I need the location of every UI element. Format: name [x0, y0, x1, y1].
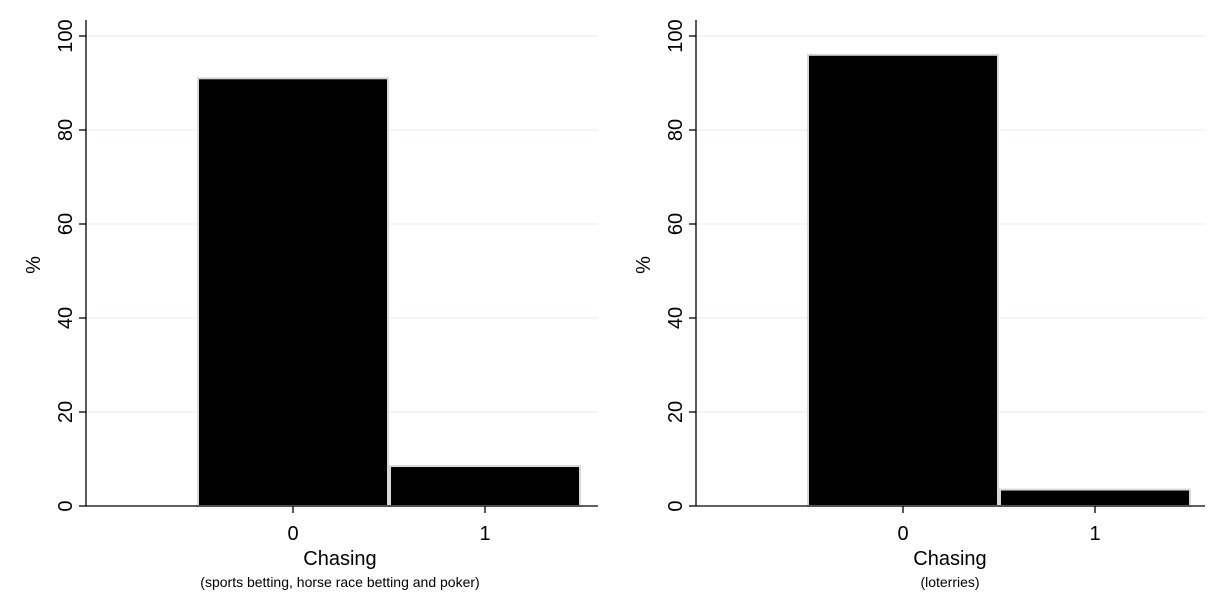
left-chart-panel: 0 20 40 60 80 100 0 1% Chasing (sports betting, h… [23, 19, 598, 590]
x-tick-label: 1 [1089, 523, 1100, 545]
y-tick-label: 40 [55, 307, 77, 329]
x-tick-label: 0 [897, 523, 908, 545]
y-axis-title: % [633, 256, 655, 274]
y-tick-label: 100 [55, 19, 77, 52]
y-tick-label: 20 [665, 401, 687, 423]
y-tick-label: 80 [55, 119, 77, 141]
bar [197, 77, 389, 508]
y-tick-label: 80 [665, 119, 687, 141]
x-axis-subtitle: (loterries) [920, 574, 979, 590]
y-tick-label: 0 [665, 500, 687, 511]
y-tick-label: 40 [665, 307, 687, 329]
bar [389, 465, 581, 507]
y-tick-label: 0 [55, 500, 77, 511]
y-axis-title: % [23, 256, 45, 274]
x-axis-subtitle: (sports betting, horse race betting and … [200, 574, 479, 590]
bar [999, 488, 1191, 507]
bar [807, 53, 999, 508]
x-axis-title: Chasing [303, 548, 376, 570]
y-tick-label: 20 [55, 401, 77, 423]
y-tick-label: 60 [665, 213, 687, 235]
y-tick-label: 60 [55, 213, 77, 235]
right-chart-panel: 0 20 40 60 80 100 0 1% Chasing (loterries) [633, 19, 1205, 590]
x-tick-label: 0 [287, 523, 298, 545]
x-tick-label: 1 [479, 523, 490, 545]
x-axis-title: Chasing [913, 548, 986, 570]
y-tick-label: 100 [665, 19, 687, 52]
